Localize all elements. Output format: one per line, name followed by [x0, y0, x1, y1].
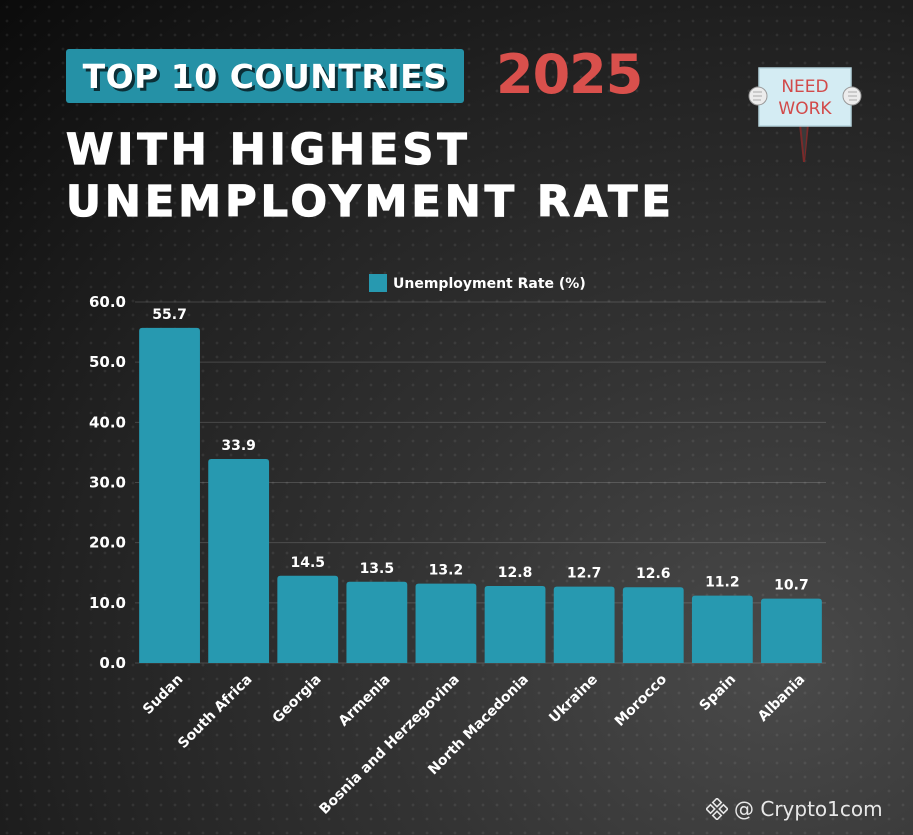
x-tick-label: Georgia — [270, 672, 325, 727]
subtitle-line-1: WITH HIGHEST — [65, 124, 471, 175]
bar-value-label: 55.7 — [152, 307, 187, 323]
y-tick-label: 50.0 — [89, 353, 126, 371]
watermark: @ Crypto1com — [706, 797, 883, 821]
bar — [277, 575, 339, 663]
x-tick-label: Morocco — [612, 671, 670, 729]
legend-label: Unemployment Rate (%) — [393, 276, 586, 292]
sign-line-1: NEED — [781, 77, 828, 97]
title-banner: TOP 10 COUNTRIES — [66, 49, 464, 103]
watermark-text: @ Crypto1com — [734, 797, 883, 821]
y-tick-label: 20.0 — [89, 534, 126, 552]
year-label: 2025 — [496, 43, 643, 106]
x-tick-label: Spain — [697, 672, 740, 715]
value-labels: 55.7 33.9 14.5 13.5 13.2 12.8 12.7 12.6 11.2 10.7 — [152, 307, 808, 594]
x-tick-label: Sudan — [140, 672, 186, 718]
bar — [691, 595, 753, 663]
bar — [346, 581, 408, 663]
binance-diamond-icon — [706, 798, 728, 820]
bar-value-label: 12.8 — [498, 565, 533, 581]
bar-value-label: 10.7 — [774, 578, 809, 594]
bar-value-label: 14.5 — [290, 555, 325, 571]
x-tick-label: Ukraine — [546, 672, 601, 727]
bar — [484, 585, 546, 663]
bar-value-label: 33.9 — [221, 438, 256, 454]
y-tick-label: 60.0 — [89, 293, 126, 311]
bar — [208, 459, 270, 663]
y-tick-label: 40.0 — [89, 413, 126, 431]
right-hand-icon — [842, 86, 862, 106]
bar-value-label: 13.2 — [429, 563, 464, 579]
x-tick-label: South Africa — [175, 672, 255, 752]
subtitle-line-2: UNEMPLOYMENT RATE — [65, 176, 675, 227]
bar-value-label: 11.2 — [705, 575, 740, 591]
y-tick-label: 0.0 — [99, 654, 126, 672]
x-tick-label: Albania — [755, 672, 808, 725]
y-tick-label: 30.0 — [89, 474, 126, 492]
x-tick-label: Armenia — [336, 672, 394, 730]
left-hand-icon — [748, 86, 768, 106]
y-axis: 0.0 10.0 20.0 30.0 40.0 50.0 60.0 — [89, 293, 126, 672]
x-tick-label: Bosnia and Herzegovina — [317, 672, 463, 818]
need-work-sign-icon: NEED WORK — [748, 67, 862, 162]
legend-swatch — [369, 274, 387, 292]
bar — [553, 586, 615, 663]
bar-value-label: 12.7 — [567, 566, 602, 582]
bar — [139, 327, 200, 663]
bars — [139, 327, 822, 663]
bar — [761, 598, 822, 663]
sign-line-2: WORK — [778, 99, 832, 119]
title-text: TOP 10 COUNTRIES — [82, 56, 448, 96]
legend: Unemployment Rate (%) — [369, 274, 586, 292]
bar-value-label: 13.5 — [360, 561, 395, 577]
bar — [622, 587, 684, 663]
y-tick-label: 10.0 — [89, 594, 126, 612]
bar — [415, 583, 477, 663]
subtitle: WITH HIGHEST UNEMPLOYMENT RATE — [65, 124, 826, 228]
bar-value-label: 12.6 — [636, 566, 671, 582]
